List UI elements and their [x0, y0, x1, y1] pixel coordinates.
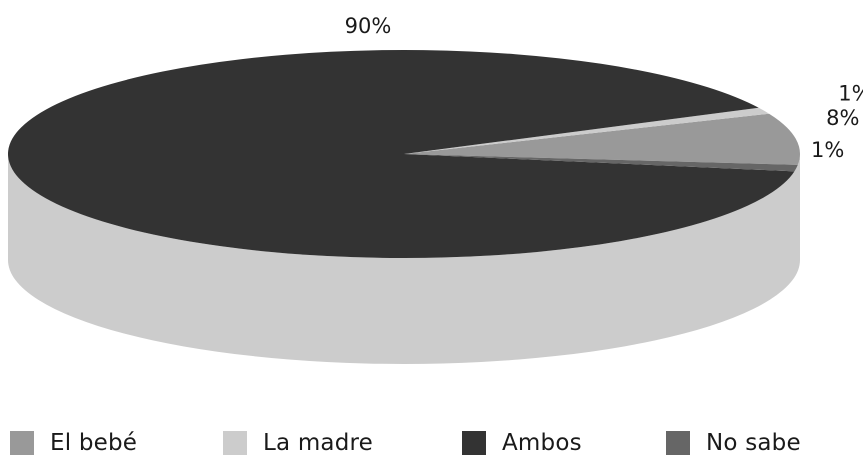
legend-swatch-la-madre: [223, 431, 247, 455]
pie-chart: 8%1%90%1%: [7, 14, 863, 364]
pie-slice-no-sabe: [404, 154, 798, 172]
legend-label-el-bebe: El bebé: [50, 430, 138, 456]
pie-slice-la-madre: [404, 107, 770, 154]
legend-swatch-ambos: [462, 431, 486, 455]
pie-top-face: [7, 50, 800, 259]
pie-side-wall: [8, 154, 800, 364]
data-labels: 8%1%90%1%: [345, 14, 863, 162]
legend-item-el-bebe: El bebé: [10, 428, 137, 458]
legend-item-ambos: Ambos: [462, 428, 582, 458]
legend-item-no-sabe: No sabe: [666, 428, 801, 458]
legend-item-la-madre: La madre: [223, 428, 373, 458]
pie-side-surface: [8, 154, 800, 364]
data-label-ambos: 90%: [345, 14, 392, 38]
pie-slice-el-bebe: [404, 113, 800, 165]
data-label-no-sabe: 1%: [811, 138, 844, 162]
data-label-el-bebe: 8%: [826, 106, 859, 130]
legend-label-la-madre: La madre: [263, 430, 374, 456]
data-label-la-madre: 1%: [838, 82, 863, 106]
legend-swatch-el-bebe: [10, 431, 34, 455]
legend-label-ambos: Ambos: [502, 430, 582, 456]
pie-slice-ambos: [7, 50, 795, 259]
legend-label-no-sabe: No sabe: [706, 430, 801, 456]
legend: El bebé La madre Ambos No sabe: [0, 428, 863, 458]
legend-swatch-no-sabe: [666, 431, 690, 455]
